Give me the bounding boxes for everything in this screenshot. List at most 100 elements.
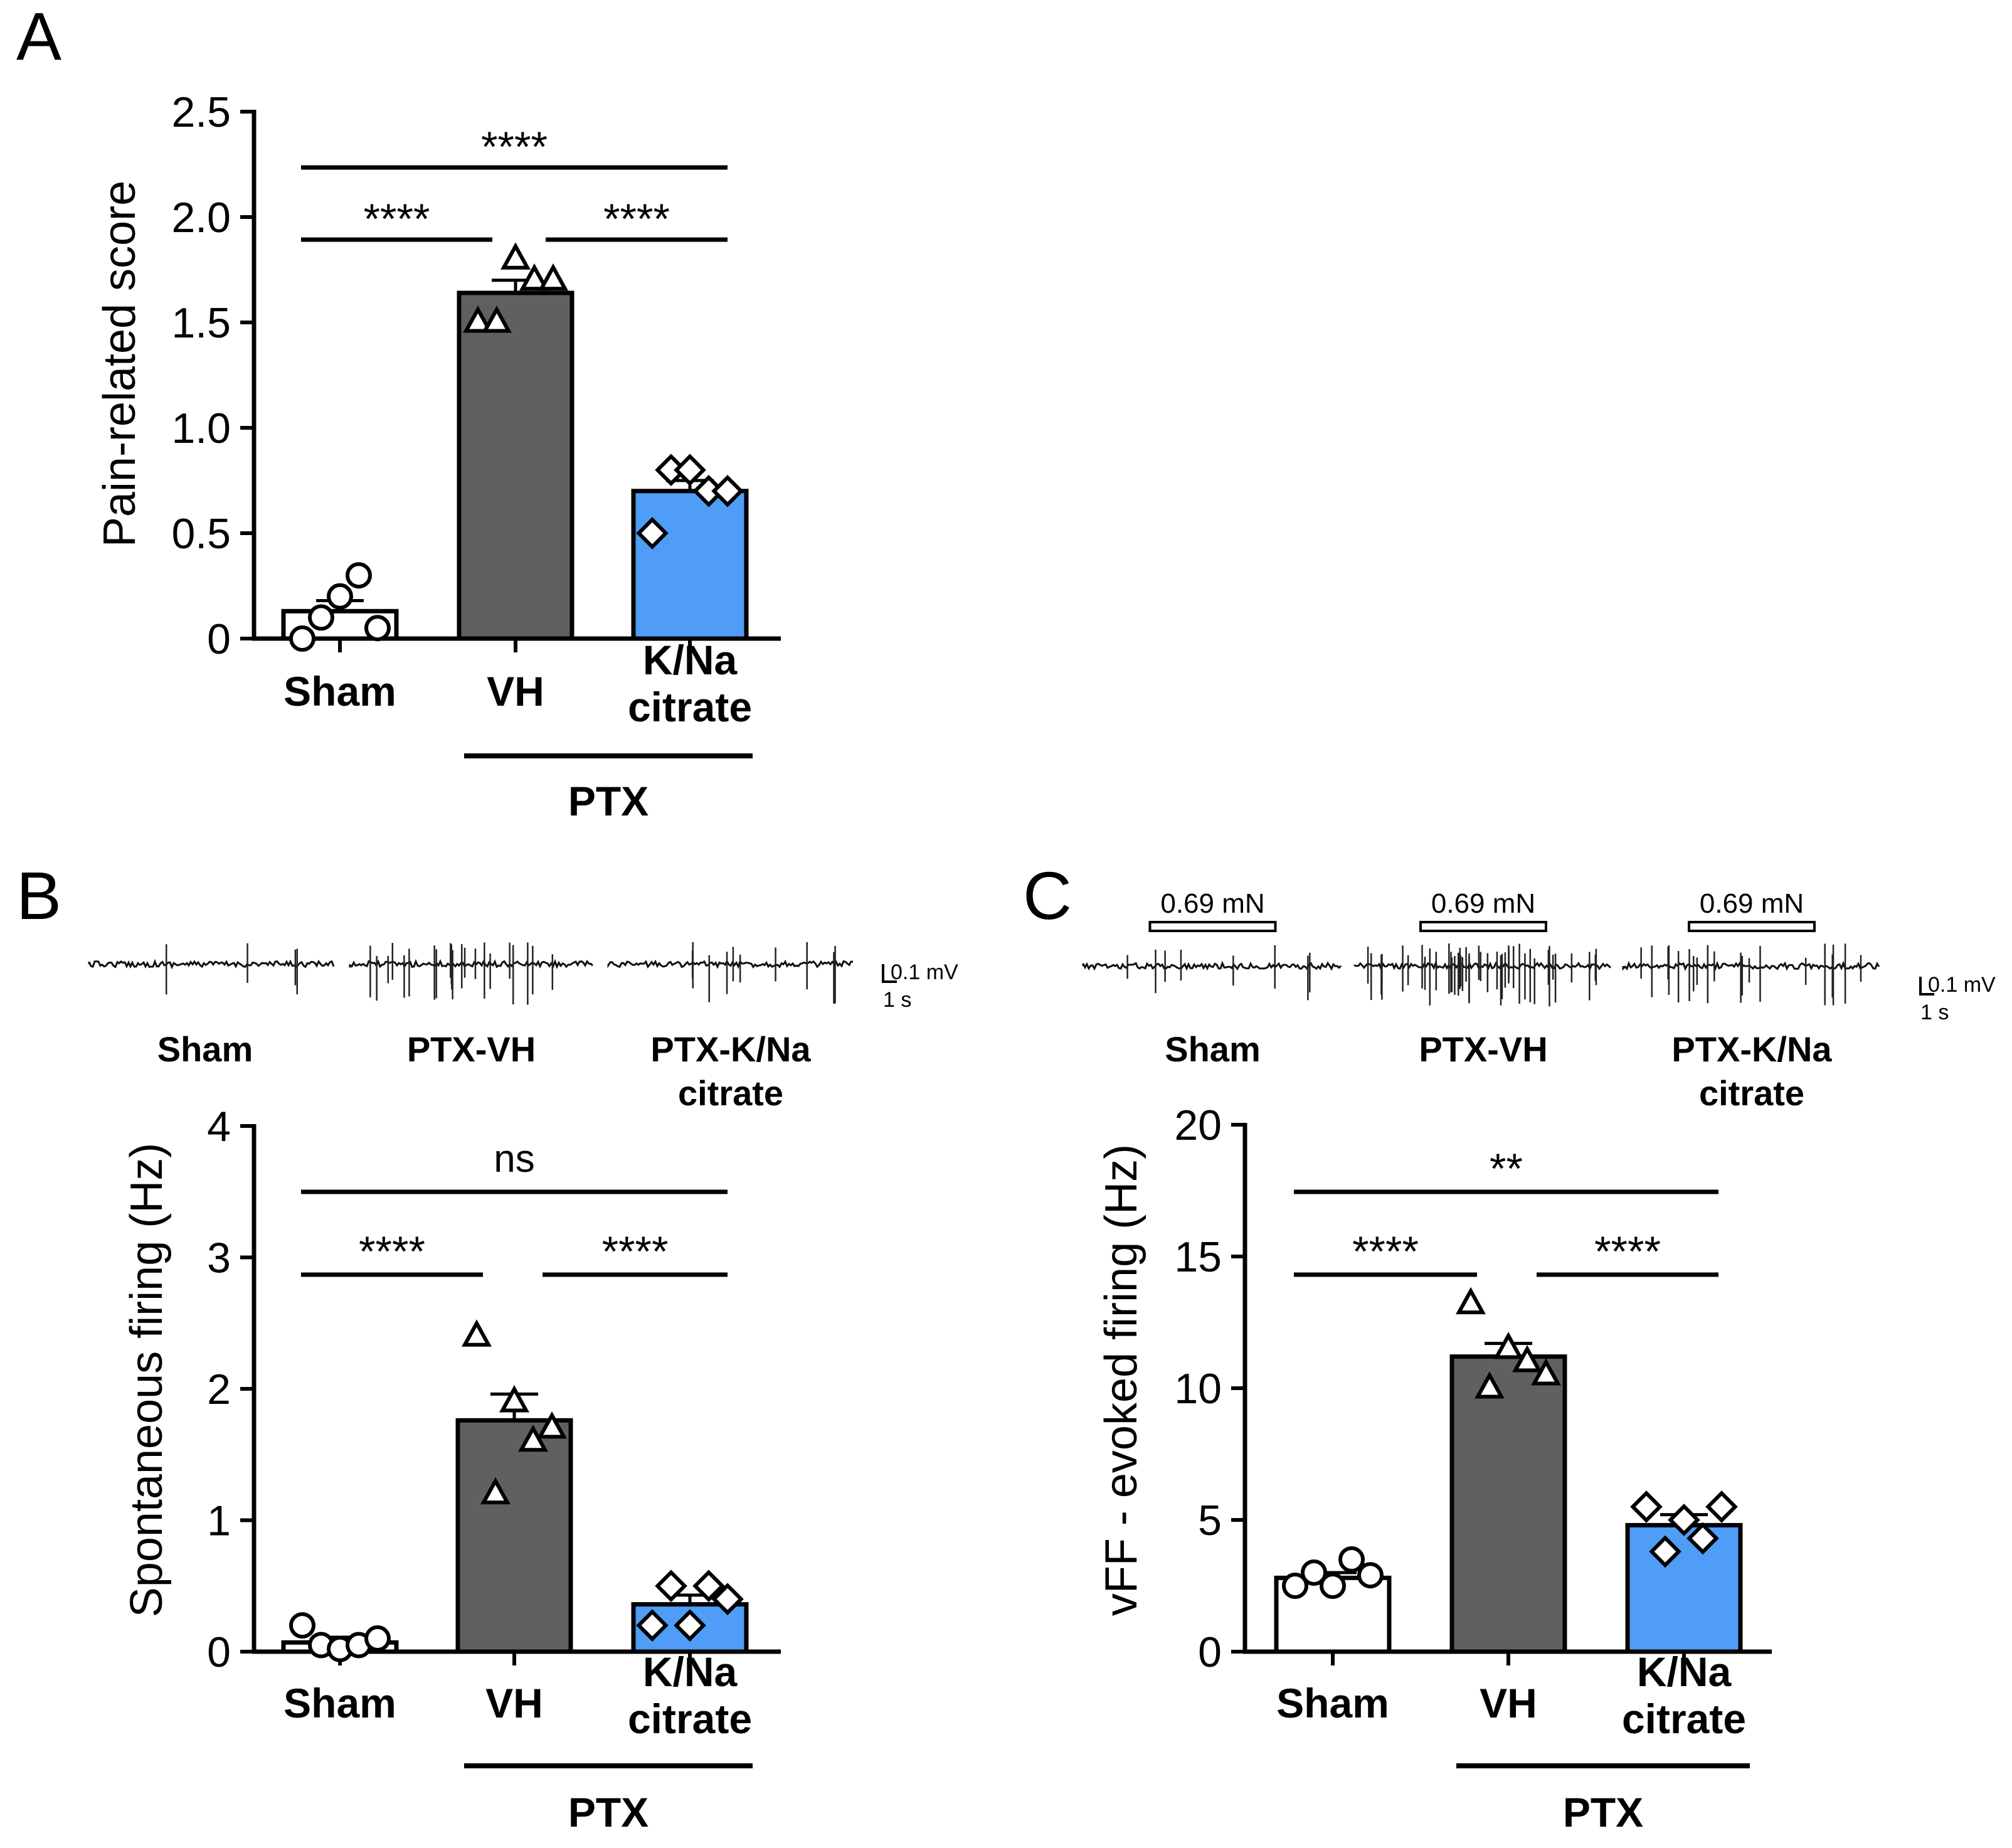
scale-label-s: 1 s [883, 988, 911, 1012]
panel-label-a: A [16, 0, 61, 74]
significance-label: **** [359, 1228, 425, 1275]
data-point [1686, 1522, 1719, 1555]
x-category-label: VH [1480, 1680, 1537, 1726]
trace-label: PTX-VH [1419, 1029, 1547, 1069]
data-point [537, 1411, 567, 1439]
trace-label: Sham [157, 1029, 253, 1069]
x-category-label: K/Na [643, 1649, 738, 1695]
data-point [1301, 1559, 1327, 1586]
significance-label: **** [602, 1228, 669, 1275]
panel-c-chart: 0 5 10 15 20 vFF - evoked firing (Hz) Sham VH K/… [1082, 888, 1996, 1835]
panel-label-b: B [16, 858, 61, 933]
y-tick-label: 0 [207, 1628, 231, 1676]
data-point [674, 454, 706, 487]
significance-label: ** [1490, 1145, 1523, 1192]
x-category-label: citrate [628, 684, 752, 730]
data-point [289, 625, 315, 652]
bar-vh [455, 1418, 573, 1654]
data-point [1649, 1535, 1681, 1568]
trace-label: citrate [678, 1073, 783, 1113]
data-point [289, 1612, 315, 1639]
data-point [482, 305, 512, 333]
significance-label: ns [494, 1137, 534, 1181]
trace-baseline [1353, 960, 1612, 972]
x-category-label: citrate [628, 1696, 752, 1742]
data-point [1475, 1371, 1505, 1399]
y-tick-label: 4 [207, 1103, 231, 1150]
data-point [1456, 1287, 1486, 1315]
x-category-label: K/Na [1637, 1649, 1732, 1695]
trace-label: PTX-K/Na [1671, 1029, 1832, 1069]
data-point [1357, 1562, 1384, 1589]
stimulus-bar [1419, 921, 1547, 932]
data-point [346, 562, 372, 589]
data-point [1282, 1573, 1308, 1599]
y-axis-label: vFF - evoked firing (Hz) [1096, 1144, 1146, 1616]
data-point [499, 1385, 529, 1413]
scale-bar [1919, 977, 1934, 996]
y-tick-label: 2 [207, 1366, 231, 1413]
y-tick-label: 15 [1174, 1233, 1222, 1281]
trace-baseline [88, 959, 335, 970]
data-point [538, 263, 568, 291]
ptx-group-label: PTX [568, 1789, 649, 1835]
x-category-label: citrate [1622, 1696, 1746, 1742]
trace-baseline [1082, 960, 1342, 971]
x-category-label: Sham [1276, 1680, 1389, 1726]
significance-label: **** [603, 195, 670, 243]
stimulus-label: 0.69 mN [1700, 888, 1804, 919]
panel-label-c: C [1023, 858, 1072, 933]
data-point [1630, 1490, 1663, 1523]
bar-vh [1449, 1354, 1567, 1654]
ptx-group-label: PTX [1563, 1789, 1643, 1835]
data-point [1512, 1345, 1542, 1373]
y-tick-label: 2.0 [171, 194, 231, 242]
significance-label: **** [1594, 1228, 1661, 1275]
data-point [674, 1609, 706, 1642]
data-point [711, 1583, 744, 1616]
stimulus-bar [1148, 921, 1277, 932]
y-tick-label: 10 [1174, 1365, 1222, 1413]
significance-label: **** [364, 195, 430, 243]
recording-traces: 0.69 mN Sham 0.69 mN PTX-VH 0.69 mN PTX-K/Nac… [1082, 888, 1996, 1113]
data-point [1705, 1490, 1738, 1523]
trace-label: PTX-K/Na [650, 1029, 811, 1069]
data-point [711, 474, 744, 507]
stimulus-label: 0.69 mN [1431, 888, 1535, 919]
data-point [364, 615, 391, 642]
ptx-group-label: PTX [568, 778, 649, 824]
scale-label-mv: 0.1 mV [891, 960, 958, 984]
y-tick-label: 20 [1174, 1102, 1222, 1149]
y-tick-label: 0 [1198, 1628, 1222, 1676]
y-tick-label: 0 [207, 615, 231, 663]
trace-baseline [1622, 960, 1880, 971]
data-point [462, 1319, 492, 1347]
trace-label: Sham [1165, 1029, 1261, 1069]
x-category-label: Sham [283, 1680, 396, 1726]
x-category-label: Sham [283, 668, 396, 714]
data-point [1320, 1573, 1346, 1599]
data-point [692, 1569, 725, 1603]
significance-label: **** [1352, 1228, 1419, 1275]
data-point [655, 1569, 687, 1603]
bar-citrate [631, 489, 749, 641]
data-point [500, 242, 531, 270]
scale-label-s: 1 s [1920, 1001, 1949, 1024]
y-tick-label: 1 [207, 1497, 231, 1545]
scale-label-mv: 0.1 mV [1928, 973, 1996, 997]
y-tick-label: 0.5 [171, 510, 231, 558]
significance-label: **** [481, 123, 548, 171]
data-point [636, 517, 669, 550]
trace-baseline [607, 959, 854, 969]
stimulus-bar [1688, 921, 1816, 932]
y-tick-label: 1.0 [171, 405, 231, 452]
y-axis-label: Pain-related score [95, 181, 145, 547]
data-point [1338, 1546, 1365, 1573]
y-tick-label: 3 [207, 1235, 231, 1282]
bar-vh [457, 290, 574, 641]
data-point [327, 583, 353, 610]
data-point [308, 604, 334, 631]
